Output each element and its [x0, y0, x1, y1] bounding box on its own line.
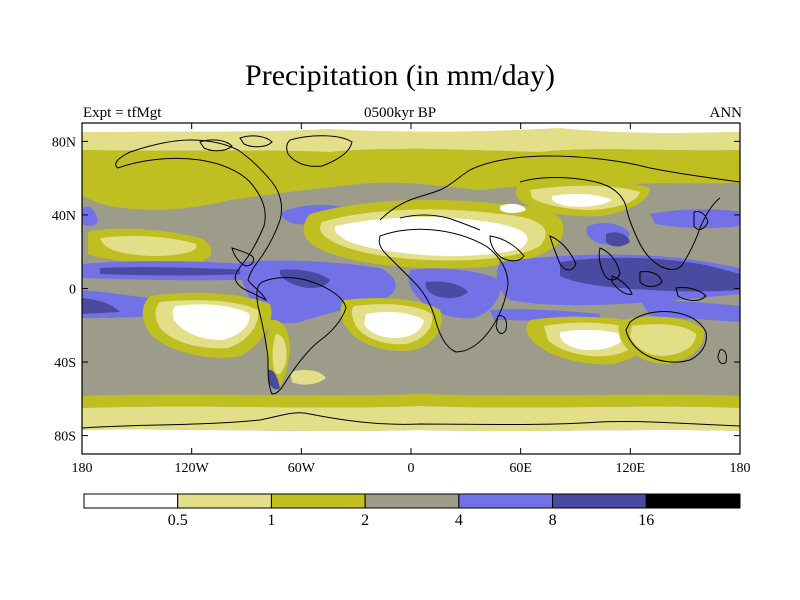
north-pacific-storm-track-east [650, 209, 740, 229]
maritime-continent-core [560, 257, 740, 292]
colorbar-label: 0.5 [168, 512, 188, 529]
colorbar-label: 8 [549, 512, 557, 529]
south-olive-band [82, 394, 740, 408]
coast-greenland [286, 135, 353, 167]
tarim-arid [551, 193, 612, 207]
pacific-itcz-core [100, 267, 250, 276]
coast-new-zealand [717, 349, 727, 365]
colorbar: 0.5 1 2 4 8 16 [83, 493, 741, 529]
colorbar-swatch [364, 493, 460, 509]
latitude-axis: 80N 40N 0 40S 80S [52, 135, 740, 445]
lon-tick-label: 180 [730, 461, 751, 476]
north-pacific-storm-track [82, 206, 98, 226]
coast-south-america [256, 277, 347, 395]
coast-arctic-archipelago [199, 135, 273, 152]
colorbar-label: 1 [267, 512, 275, 529]
sahara-arid [334, 217, 528, 256]
coast-new-guinea [675, 287, 707, 301]
colorbar-swatch [177, 493, 272, 509]
lat-tick-label: 0 [69, 283, 76, 298]
north-pacific-pale-zone [100, 236, 197, 256]
bay-of-bengal-core [606, 232, 630, 247]
coast-australia [625, 311, 707, 363]
coast-japan [693, 211, 709, 230]
coast-eurasia [379, 155, 740, 270]
mongolia-arid [500, 203, 526, 213]
amazon-core [279, 269, 330, 288]
colorbar-label: 4 [455, 512, 463, 529]
colorbar-swatch [645, 493, 741, 509]
north-pale-band [82, 128, 740, 152]
coast-india [549, 235, 577, 271]
south-pale-band [82, 406, 740, 431]
amazon-atlantic-wet [239, 260, 396, 324]
south-east-pacific-arid [172, 304, 250, 340]
lon-tick-label: 120E [616, 461, 646, 476]
coast-antarctica [82, 412, 740, 429]
colorbar-swatch [270, 493, 366, 509]
lat-tick-label: 80S [54, 430, 76, 445]
colorbar-label: 16 [638, 512, 654, 529]
coast-madagascar [495, 315, 507, 334]
south-ocean-pale-patch [290, 370, 326, 385]
colorbar-swatch [458, 493, 554, 509]
lon-tick-label: 60W [288, 461, 316, 476]
lat-tick-label: 40N [52, 209, 76, 224]
lat-tick-label: 80N [52, 135, 76, 150]
colorbar-swatch [83, 493, 179, 509]
lat-tick-label: 40S [54, 356, 76, 371]
congo-core [425, 281, 468, 299]
season-label: ANN [709, 105, 743, 121]
experiment-label: Expt = tfMgt [83, 105, 162, 121]
coast-arabia [489, 235, 525, 262]
map-field [82, 123, 740, 454]
time-label: 0500kyr BP [363, 105, 437, 121]
coast-borneo [639, 271, 663, 287]
coast-africa [378, 228, 509, 353]
lon-tick-label: 180 [72, 461, 93, 476]
australia-pale [630, 324, 696, 356]
antarctic-dry-band [82, 429, 740, 454]
west-pacific-wet-band [640, 300, 740, 322]
coast-mediterranean [399, 214, 481, 231]
map-title: Precipitation (in mm/day) [245, 59, 555, 92]
lon-tick-label: 120W [175, 461, 210, 476]
longitude-axis: 180 120W 60W 0 60E 120E 180 [72, 123, 751, 476]
south-atlantic-arid [364, 312, 424, 338]
patagonia-wet [268, 369, 280, 390]
coast-gulf-mexico [231, 247, 255, 267]
colorbar-label: 2 [361, 512, 369, 529]
coast-north-america [115, 139, 283, 302]
patagonia-pale [272, 334, 287, 375]
south-pacific-convergence-core [82, 298, 120, 314]
coast-sumatra [611, 275, 633, 295]
colorbar-swatch [552, 493, 647, 509]
north-olive-band [82, 148, 740, 210]
coastlines [82, 135, 740, 429]
lon-tick-label: 60E [509, 461, 532, 476]
lon-tick-label: 0 [408, 461, 415, 476]
south-indian-arid [560, 329, 626, 350]
